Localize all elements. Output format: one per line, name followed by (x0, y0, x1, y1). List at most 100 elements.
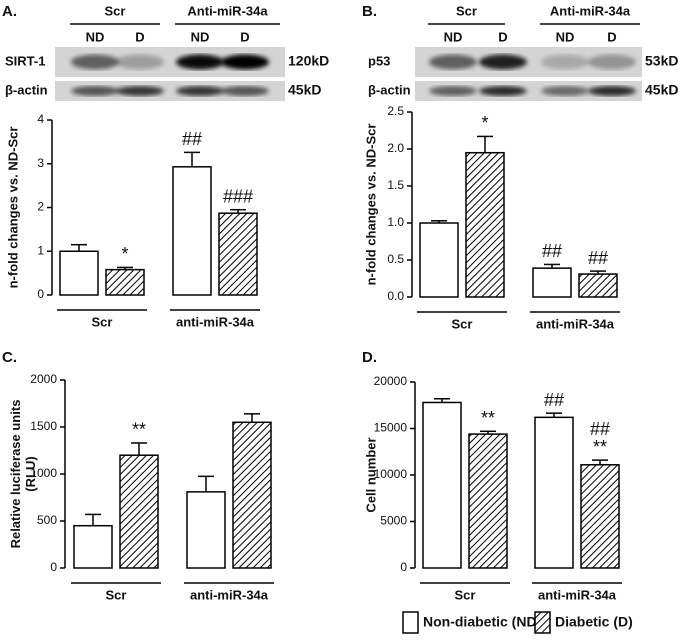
blot-band (429, 86, 477, 96)
y-axis-label: n-fold changes vs. ND-Scr (5, 127, 20, 289)
y-tick-label: 0 (50, 560, 57, 574)
lane-label: D (135, 29, 144, 44)
significance-mark: ** (481, 408, 495, 428)
y-axis-label: Cell number (363, 437, 378, 512)
bar (580, 464, 620, 569)
blot-band (221, 86, 269, 96)
y-tick-label: 0 (400, 560, 407, 574)
error-bar (85, 513, 101, 526)
y-tick-label: 500 (37, 513, 57, 527)
panel-title: B. (362, 3, 377, 20)
y-axis-label: Relative luciferase units (8, 400, 23, 549)
legend-swatch (534, 611, 551, 634)
bar (59, 250, 99, 296)
error-bar (590, 270, 606, 275)
error-bar (198, 475, 214, 492)
significance-mark: ** (593, 437, 607, 457)
blot-band (71, 54, 119, 70)
error-bar (546, 412, 562, 418)
error-bar (480, 430, 496, 435)
blot-band (541, 86, 589, 96)
y-tick-label: 5000 (380, 514, 407, 528)
lane-label: ND (191, 29, 210, 44)
bar (119, 454, 159, 569)
significance-mark: ### (223, 186, 253, 206)
bar (422, 401, 462, 569)
x-tick-label: Scr (452, 316, 473, 331)
bar (73, 524, 113, 569)
bar (532, 267, 572, 298)
lane-label: ND (444, 29, 463, 44)
blot-group-label: Scr (105, 3, 126, 18)
bar (468, 433, 508, 569)
lane-label: ND (86, 29, 105, 44)
blot-band (588, 86, 636, 96)
y-tick-label: 1000 (30, 466, 57, 480)
error-bar (477, 135, 493, 153)
x-tick-label: anti-miR-34a (538, 587, 617, 602)
blot-size-label: 120kD (288, 53, 329, 69)
blot-band (71, 86, 119, 96)
blot-size-label: 45kD (288, 82, 321, 98)
y-tick-label: 1.5 (387, 178, 404, 192)
blot-group-label: Scr (456, 3, 477, 18)
significance-mark: ## (182, 129, 202, 149)
blot-band (176, 54, 224, 70)
bar (419, 222, 459, 298)
y-tick-label: 1500 (30, 419, 57, 433)
error-bar (71, 243, 87, 252)
x-tick-label: Scr (106, 587, 127, 602)
x-tick-label: anti-miR-34a (190, 587, 269, 602)
lane-label: D (607, 29, 616, 44)
y-tick-label: 2.0 (387, 141, 404, 155)
significance-mark: ## (590, 419, 610, 439)
bar (578, 273, 618, 298)
y-axis-label: n-fold changes vs. ND-Scr (363, 124, 378, 286)
y-axis-label: (RLU) (23, 456, 38, 491)
bar (232, 421, 272, 569)
blot-strip (55, 81, 285, 101)
lane-label: ND (556, 29, 575, 44)
x-tick-label: Scr (92, 314, 113, 329)
blot-band (116, 54, 164, 70)
bar (172, 166, 212, 296)
panel-title: A. (2, 3, 17, 20)
bar (534, 416, 574, 569)
panel-title: D. (362, 349, 377, 366)
error-bar (544, 263, 560, 269)
blot-band (479, 86, 527, 96)
y-tick-label: 2.5 (387, 104, 404, 118)
x-tick-label: Scr (455, 587, 476, 602)
blot-row-label: β-actin (5, 82, 48, 97)
lane-label: D (498, 29, 507, 44)
significance-mark: ## (588, 248, 608, 268)
y-tick-label: 4 (37, 112, 44, 126)
blot-group-label: Anti-miR-34a (550, 3, 631, 18)
bar (465, 151, 505, 298)
panel-title: C. (2, 349, 17, 366)
legend-swatch (402, 611, 419, 634)
significance-mark: ## (544, 390, 564, 410)
bar (105, 268, 145, 296)
error-bar (431, 220, 447, 223)
error-bar (434, 397, 450, 403)
error-bar (592, 459, 608, 465)
legend-label: Non-diabetic (ND) (423, 614, 541, 630)
y-tick-label: 0.0 (387, 289, 404, 303)
y-tick-label: 20000 (374, 374, 408, 388)
blot-band (588, 54, 636, 70)
lane-label: D (240, 29, 249, 44)
blot-row-label: β-actin (368, 82, 411, 97)
error-bar (184, 151, 200, 167)
blot-row-label: p53 (368, 53, 390, 68)
y-tick-label: 15000 (374, 421, 408, 435)
y-tick-label: 1 (37, 243, 44, 257)
x-tick-label: anti-miR-34a (536, 316, 615, 331)
blot-band (541, 54, 589, 70)
blot-size-label: 45kD (645, 82, 678, 98)
error-bar (131, 442, 147, 456)
significance-mark: ** (132, 420, 146, 440)
blot-band (116, 86, 164, 96)
blot-row-label: SIRT-1 (5, 53, 45, 68)
